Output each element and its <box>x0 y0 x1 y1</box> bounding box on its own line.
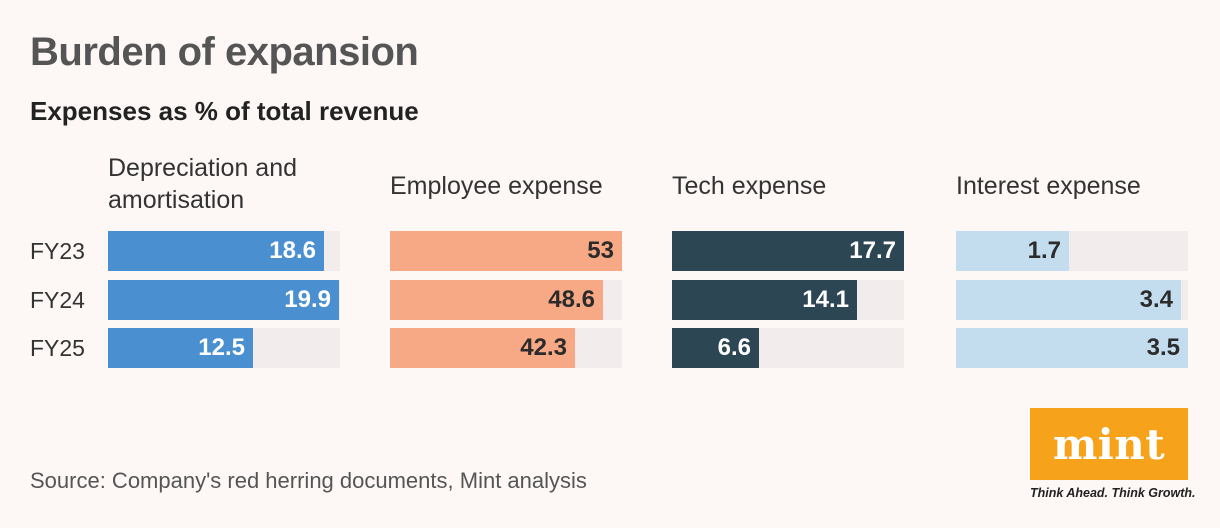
series-header-3: Tech expense <box>672 172 827 200</box>
category-label-fy25: FY25 <box>30 335 85 361</box>
logo-tagline: Think Ahead. Think Growth. <box>1030 486 1196 500</box>
bar <box>390 231 622 271</box>
category-label-fy24: FY24 <box>30 287 85 313</box>
bar-value-label: 3.5 <box>1146 334 1180 361</box>
bar-track: 3.5 <box>956 328 1188 368</box>
series-header-2: Employee expense <box>390 172 603 200</box>
chart-subtitle: Expenses as % of total revenue <box>30 96 419 126</box>
bar-track: 14.1 <box>672 280 904 320</box>
bar-value-label: 18.6 <box>269 237 316 264</box>
bar-track: 1.7 <box>956 231 1188 271</box>
chart-title: Burden of expansion <box>30 30 419 74</box>
bar-value-label: 48.6 <box>548 286 595 313</box>
mint-logo: mint <box>1030 408 1188 480</box>
bar-value-label: 12.5 <box>198 334 245 361</box>
bar-track: 53 <box>390 231 622 271</box>
bar-track: 17.7 <box>672 231 904 271</box>
bar-value-label: 17.7 <box>849 237 896 264</box>
bar <box>956 328 1188 368</box>
bar-value-label: 42.3 <box>520 334 567 361</box>
bar <box>672 231 904 271</box>
bar-value-label: 3.4 <box>1139 286 1173 313</box>
bar <box>390 328 575 368</box>
bar <box>108 231 324 271</box>
bar-track: 42.3 <box>390 328 622 368</box>
bar-track: 12.5 <box>108 328 340 368</box>
series-header-1: Depreciation and amortisation <box>108 154 298 214</box>
bar-track: 18.6 <box>108 231 340 271</box>
series-header-4: Interest expense <box>956 172 1141 200</box>
bar <box>956 280 1181 320</box>
bar-track: 3.4 <box>956 280 1188 320</box>
bar-track: 48.6 <box>390 280 622 320</box>
bar-value-label: 6.6 <box>717 334 751 361</box>
bar-value-label: 53 <box>587 237 614 264</box>
mint-logo-text: mint <box>1052 419 1166 469</box>
bar <box>108 280 339 320</box>
bar <box>672 328 759 368</box>
bar <box>390 280 603 320</box>
bar-value-label: 14.1 <box>802 286 849 313</box>
bar-value-label: 19.9 <box>284 286 331 313</box>
bar-value-label: 1.7 <box>1027 237 1061 264</box>
bar <box>672 280 857 320</box>
bar <box>956 231 1069 271</box>
category-label-fy23: FY23 <box>30 238 85 264</box>
bar-track: 6.6 <box>672 328 904 368</box>
source-note: Source: Company's red herring documents,… <box>30 468 587 493</box>
bar-track: 19.9 <box>108 280 340 320</box>
bar <box>108 328 253 368</box>
